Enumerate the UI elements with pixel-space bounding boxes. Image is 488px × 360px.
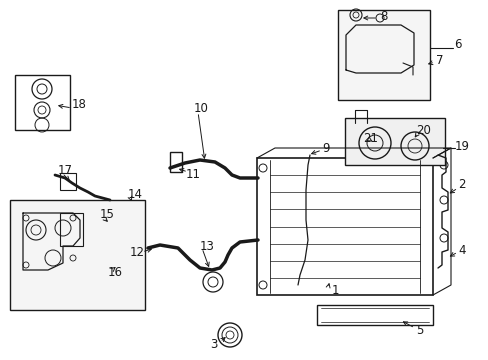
Text: 20: 20	[415, 123, 430, 136]
Text: 12: 12	[130, 246, 145, 258]
Text: 21: 21	[362, 131, 377, 144]
Text: 1: 1	[331, 284, 339, 297]
Bar	[257, 158, 432, 295]
Text: 5: 5	[415, 324, 423, 337]
Bar	[337, 10, 429, 100]
Text: 4: 4	[457, 243, 465, 256]
Bar	[60, 213, 83, 246]
Text: 6: 6	[453, 39, 461, 51]
Bar	[316, 305, 432, 325]
Text: 9: 9	[321, 141, 329, 154]
Text: 14: 14	[128, 188, 142, 201]
Bar	[10, 200, 145, 310]
Text: 7: 7	[435, 54, 443, 67]
Bar	[345, 118, 444, 165]
Text: 3: 3	[209, 338, 217, 351]
Text: 10: 10	[194, 102, 208, 114]
Text: 19: 19	[454, 139, 469, 153]
Bar	[60, 173, 76, 190]
Text: 8: 8	[379, 9, 386, 22]
Text: 13: 13	[200, 239, 214, 252]
Text: 16: 16	[108, 266, 123, 279]
Text: 17: 17	[58, 163, 73, 176]
Text: 2: 2	[457, 179, 465, 192]
Text: 15: 15	[100, 208, 115, 221]
Text: 11: 11	[185, 168, 201, 181]
Text: 18: 18	[72, 99, 87, 112]
Bar	[15, 75, 70, 130]
Bar	[170, 152, 182, 172]
